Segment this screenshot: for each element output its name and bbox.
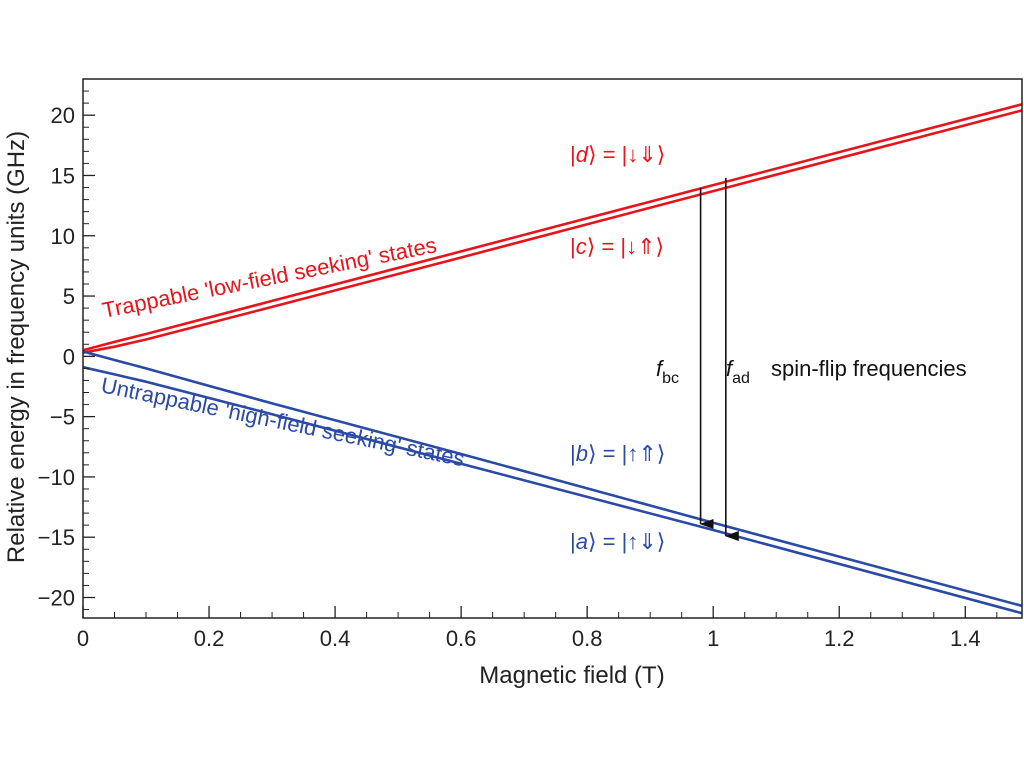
x-axis-ticks: 0 0.2 0.4 0.6 0.8 1 1.2 1.4	[77, 606, 998, 651]
y-tick-label: 10	[51, 224, 75, 249]
arrow-label-fbc: fbc	[656, 356, 679, 387]
y-tick-label: −5	[50, 405, 75, 430]
plot-frame	[82, 78, 1023, 619]
spin-flip-label: spin-flip frequencies	[771, 356, 967, 381]
x-tick-label: 1.2	[824, 626, 855, 651]
state-c-label: |c⟩ = |↓⇑⟩	[570, 234, 664, 259]
state-d-label: |d⟩ = |↓⇓⟩	[570, 142, 665, 167]
state-a-label: |a⟩ = |↑⇓⟩	[570, 529, 665, 554]
x-tick-label: 1.4	[950, 626, 981, 651]
y-tick-label: 5	[63, 284, 75, 309]
y-tick-label: 0	[63, 344, 75, 369]
series-layer	[82, 103, 1023, 615]
state-b-label: |b⟩ = |↑⇑⟩	[570, 441, 665, 466]
x-axis-title: Magnetic field (T)	[479, 662, 664, 689]
y-tick-label: 15	[51, 163, 75, 188]
x-tick-label: 0.2	[194, 626, 225, 651]
y-axis-ticks: 20 15 10 5 0 −5 −10 −15 −20	[38, 90, 95, 611]
series-line-1	[82, 109, 1023, 354]
x-tick-label: 0.6	[446, 626, 477, 651]
x-tick-label: 0.4	[320, 626, 351, 651]
y-tick-label: −20	[38, 586, 75, 611]
x-tick-label: 0	[77, 626, 89, 651]
x-tick-label: 1	[707, 626, 719, 651]
y-tick-label: −15	[38, 525, 75, 550]
y-tick-label: −10	[38, 465, 75, 490]
series-line-2	[82, 350, 1023, 608]
series-line-3	[82, 365, 1023, 615]
x-tick-label: 0.8	[572, 626, 603, 651]
y-tick-label: 20	[51, 103, 75, 128]
arrow-label-fad: fad	[726, 356, 750, 387]
lower-group-label: Untrappable 'high-field seeking' states	[99, 372, 467, 471]
y-axis-title: Relative energy in frequency units (GHz)	[3, 131, 30, 563]
arrow-layer	[699, 177, 739, 542]
series-line-0	[82, 103, 1023, 352]
